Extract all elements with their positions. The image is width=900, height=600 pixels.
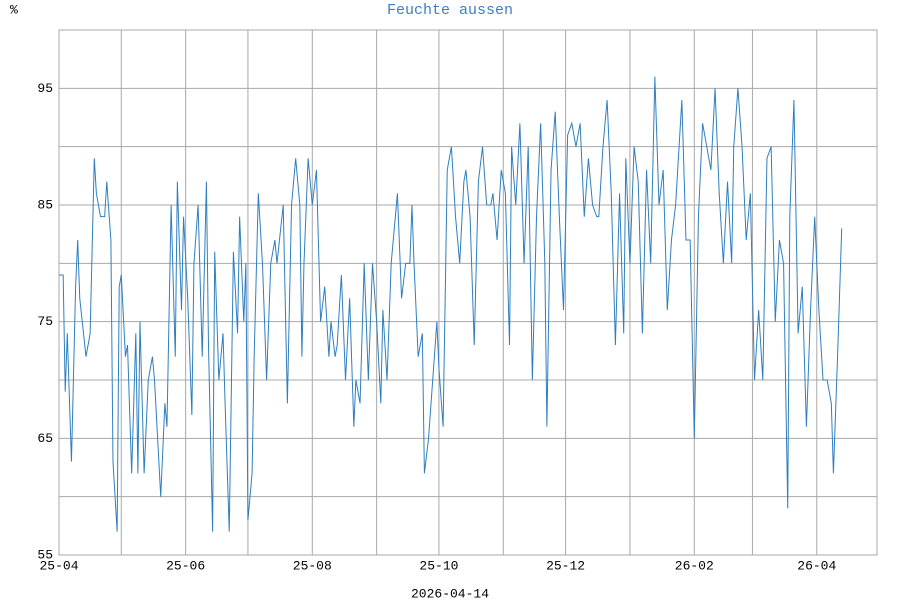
x-tick-label: 26-04 [797,558,836,573]
x-axis-label: 2026-04-14 [411,586,489,600]
y-tick-label: 65 [37,431,53,446]
x-tick-label: 25-12 [546,558,585,573]
y-unit: % [10,2,18,17]
y-tick-label: 95 [37,81,53,96]
y-tick-label: 55 [37,547,53,562]
data-line [59,76,843,532]
x-tick-label: 25-06 [166,558,205,573]
x-tick-label: 25-10 [419,558,458,573]
x-tick-label: 25-08 [293,558,332,573]
y-tick-label: 75 [37,314,53,329]
chart-title: Feuchte aussen [387,2,513,19]
y-tick-label: 85 [37,197,53,212]
plot-frame [58,29,878,556]
x-tick-label: 26-02 [675,558,714,573]
x-tick-label: 25-04 [39,558,78,573]
